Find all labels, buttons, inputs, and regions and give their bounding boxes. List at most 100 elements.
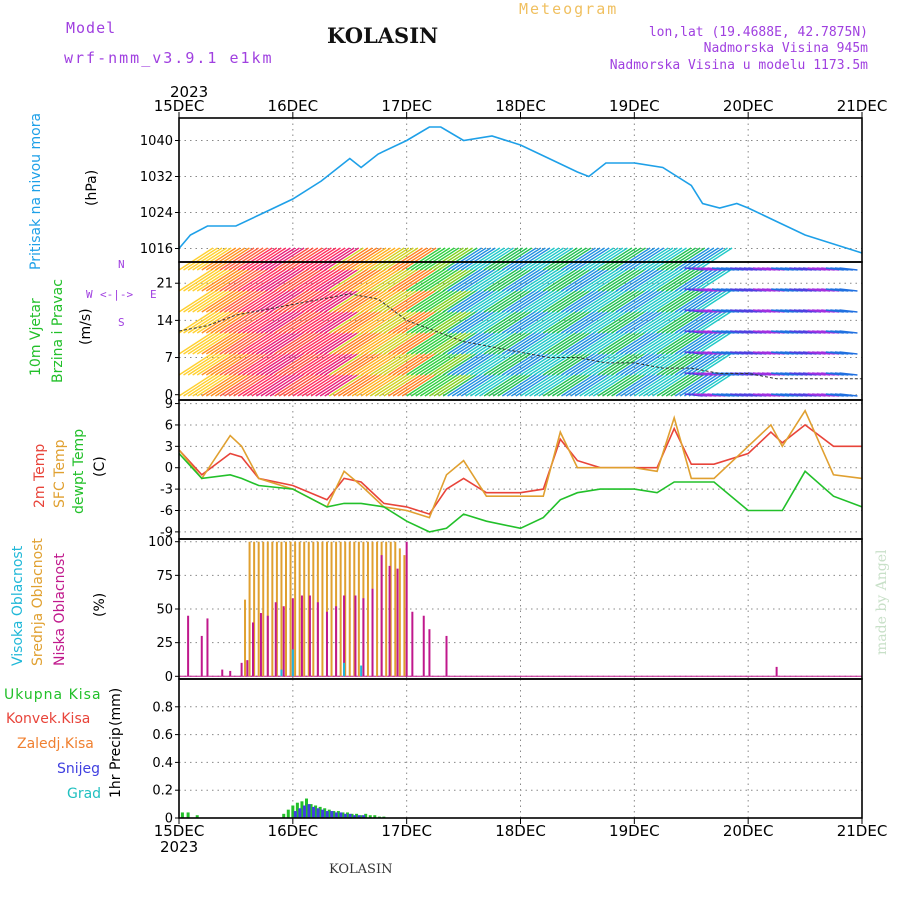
wind-vector: [583, 289, 619, 313]
wind-vector: [256, 373, 291, 397]
wind-vector: [205, 373, 241, 397]
wind-vector: [351, 289, 387, 313]
temperature-tick-label: 0: [165, 461, 173, 476]
wind-vector: [656, 268, 692, 292]
wind-vector: [460, 331, 496, 355]
wind-vector: [351, 331, 387, 355]
wind-vector: [611, 289, 646, 313]
wind-vector: [497, 247, 533, 271]
wind-vector: [410, 310, 446, 334]
precip-bar: [345, 812, 349, 818]
wind-vector: [488, 331, 524, 355]
wind-vector: [287, 352, 323, 376]
wind-vector: [324, 310, 360, 334]
wind-vector: [583, 352, 619, 376]
wind-vector: [237, 331, 273, 355]
wind-vector: [465, 268, 501, 292]
wind-vector: [447, 310, 483, 334]
wind-vector: [378, 352, 414, 376]
wind-vector: [588, 352, 624, 376]
wind-vector: [629, 352, 665, 376]
wind-vector: [583, 310, 619, 334]
wind-vector: [470, 268, 505, 292]
wind-vector: [210, 268, 246, 292]
wind-vector: [192, 352, 228, 376]
wind-vector: [328, 268, 364, 292]
wind-vector: [684, 352, 719, 376]
wind-vector: [652, 268, 687, 292]
wind-vector: [633, 352, 669, 376]
wind-vector: [561, 373, 596, 397]
wind-vector: [260, 268, 296, 292]
wind-vector: [483, 331, 519, 355]
wind-vector: [611, 310, 646, 334]
wind-vector: [378, 310, 414, 334]
wind-vector: [670, 352, 706, 376]
wind-vector: [661, 247, 697, 271]
wind-vector: [611, 247, 646, 271]
wind-vector: [269, 247, 305, 271]
top-date-label: 21DEC: [837, 97, 888, 115]
wind-vector: [328, 247, 364, 271]
precip-bar: [348, 813, 352, 818]
wind-vector: [556, 331, 592, 355]
wind-vector: [196, 268, 232, 292]
wind-vector: [278, 373, 314, 397]
wind-vector: [228, 268, 264, 292]
wind-vector: [310, 310, 346, 334]
wind-vector: [697, 289, 733, 313]
wind-vector: [356, 247, 391, 271]
wind-vector: [479, 268, 514, 292]
wind-vector: [674, 268, 710, 292]
wind-vector: [215, 310, 250, 334]
wind-vector: [283, 331, 319, 355]
wind-vector: [256, 268, 291, 292]
wind-vector: [602, 289, 637, 313]
wind-vector: [274, 373, 310, 397]
wind-vector: [570, 373, 605, 397]
precip-bar: [312, 806, 316, 818]
wind-vector: [388, 268, 423, 292]
wind-vector: [661, 352, 697, 376]
wind-vector: [579, 310, 615, 334]
wind-vector: [547, 331, 583, 355]
wind-vector: [688, 352, 724, 376]
wind-vector: [533, 373, 569, 397]
wind-vector: [388, 331, 423, 355]
wind-vector: [492, 352, 528, 376]
wind-vector: [624, 289, 660, 313]
wind-vector: [347, 289, 382, 313]
wind-vector: [187, 268, 223, 292]
pressure-series-line: [178, 126, 863, 254]
wind-vector: [228, 331, 264, 355]
precip-bar: [295, 802, 299, 818]
wind-vector: [697, 310, 733, 334]
wind-vector: [647, 247, 683, 271]
wind-vector: [565, 352, 601, 376]
wind-vector: [542, 268, 578, 292]
top-date-label: 19DEC: [609, 97, 660, 115]
wind-vector: [615, 331, 651, 355]
temperature-tick-label: -6: [160, 504, 173, 519]
precip-bar: [343, 813, 347, 818]
wind-vector: [310, 352, 346, 376]
precip-bar: [341, 812, 345, 818]
wind-vector: [429, 310, 464, 334]
wind-vector: [670, 331, 706, 355]
wind-vector: [401, 247, 437, 271]
wind-vector: [274, 310, 310, 334]
wind-vector: [611, 331, 646, 355]
wind-vector: [397, 373, 432, 397]
wind-vector: [483, 289, 519, 313]
wind-vector: [342, 268, 378, 292]
wind-vector: [652, 310, 687, 334]
wind-vector: [565, 331, 601, 355]
wind-vector: [633, 310, 669, 334]
wind-vector: [456, 289, 492, 313]
compass-rose: N W <-|-> E S: [86, 258, 160, 330]
wind-vector: [597, 352, 633, 376]
wind-vector: [442, 247, 478, 271]
wind-vector: [310, 268, 346, 292]
precip-bar: [323, 808, 327, 818]
wind-vector: [315, 247, 350, 271]
